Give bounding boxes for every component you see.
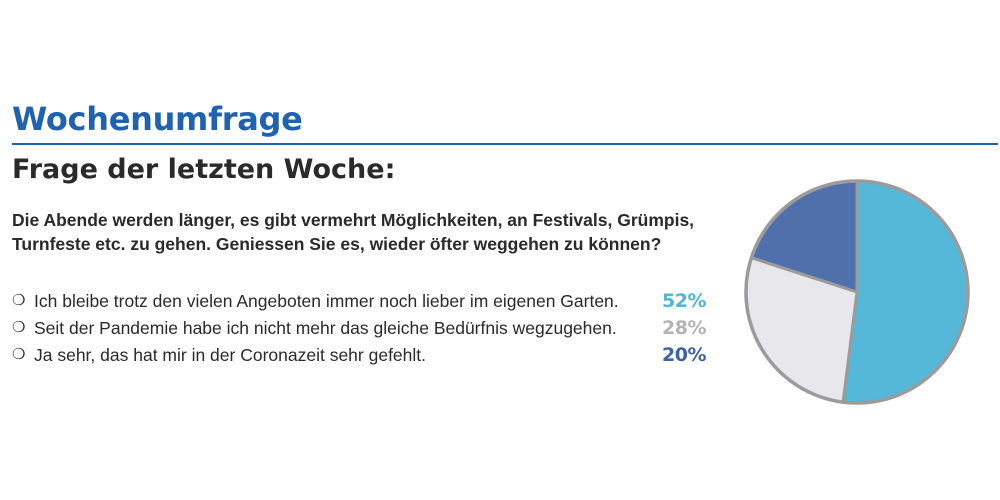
answer-text: Seit der Pandemie habe ich nicht mehr da… (34, 318, 617, 338)
pie-slice-1 (841, 179, 970, 405)
answer-option-2: ❍ Seit der Pandemie habe ich nicht mehr … (12, 316, 712, 340)
answer-percent: 52% (662, 290, 706, 312)
answer-option-1: ❍ Ich bleibe trotz den vielen Angeboten … (12, 289, 712, 313)
pie-outline (744, 179, 970, 405)
page-title: Wochenumfrage (12, 100, 303, 138)
radio-circle-icon: ❍ (12, 292, 26, 309)
answer-percent: 20% (662, 344, 706, 366)
answer-percent: 28% (662, 317, 706, 339)
radio-circle-icon: ❍ (12, 319, 26, 336)
pie-chart (744, 179, 970, 405)
answer-option-3: ❍ Ja sehr, das hat mir in der Coronazeit… (12, 343, 712, 367)
survey-question: Die Abende werden länger, es gibt vermeh… (12, 210, 695, 254)
subtitle: Frage der letzten Woche: (12, 154, 396, 185)
radio-circle-icon: ❍ (12, 346, 26, 363)
title-divider (12, 143, 998, 145)
answer-text: Ja sehr, das hat mir in der Coronazeit s… (34, 345, 427, 365)
answer-text: Ich bleibe trotz den vielen Angeboten im… (34, 291, 619, 311)
answer-list: ❍ Ich bleibe trotz den vielen Angeboten … (12, 289, 712, 370)
